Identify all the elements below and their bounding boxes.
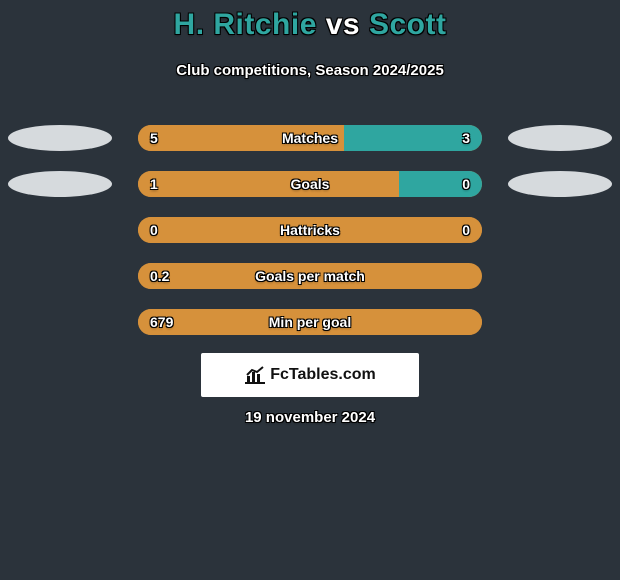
form-spot-left bbox=[8, 171, 112, 197]
stat-bar: 00Hattricks bbox=[138, 217, 482, 243]
subtitle: Club competitions, Season 2024/2025 bbox=[0, 62, 620, 79]
stat-row: 53Matches bbox=[0, 125, 620, 151]
source-badge: FcTables.com bbox=[201, 353, 419, 397]
stat-label: Hattricks bbox=[138, 217, 482, 243]
stat-label: Goals per match bbox=[138, 263, 482, 289]
stat-bar: 679Min per goal bbox=[138, 309, 482, 335]
stat-label: Min per goal bbox=[138, 309, 482, 335]
form-spot-right bbox=[508, 171, 612, 197]
stat-row: 00Hattricks bbox=[0, 217, 620, 243]
source-badge-inner: FcTables.com bbox=[244, 366, 376, 384]
chart-icon bbox=[244, 366, 266, 384]
form-spot-right bbox=[508, 125, 612, 151]
player2-name: Scott bbox=[369, 8, 447, 41]
vs-label: vs bbox=[326, 8, 360, 41]
source-badge-text: FcTables.com bbox=[270, 366, 376, 384]
player1-name: H. Ritchie bbox=[174, 8, 317, 41]
page-title: H. Ritchie vs Scott bbox=[0, 8, 620, 42]
stat-label: Goals bbox=[138, 171, 482, 197]
stat-row: 10Goals bbox=[0, 171, 620, 197]
stat-bar: 10Goals bbox=[138, 171, 482, 197]
form-spot-left bbox=[8, 125, 112, 151]
date-text: 19 november 2024 bbox=[0, 409, 620, 426]
stage: H. Ritchie vs Scott Club competitions, S… bbox=[0, 0, 620, 580]
stat-bar: 0.2Goals per match bbox=[138, 263, 482, 289]
stat-row: 679Min per goal bbox=[0, 309, 620, 335]
stat-label: Matches bbox=[138, 125, 482, 151]
stat-bar: 53Matches bbox=[138, 125, 482, 151]
stat-row: 0.2Goals per match bbox=[0, 263, 620, 289]
